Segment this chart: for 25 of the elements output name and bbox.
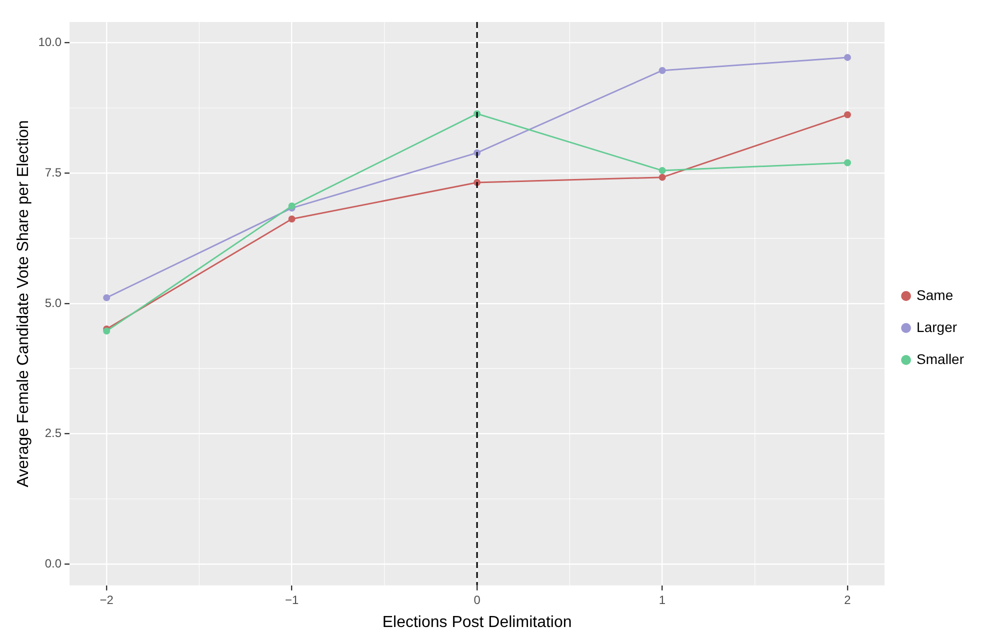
point	[844, 111, 851, 118]
legend-label: Smaller	[916, 350, 964, 367]
point	[844, 54, 851, 61]
point	[288, 202, 296, 210]
legend-label: Same	[916, 286, 954, 303]
x-tick-label: −2	[100, 592, 114, 607]
point	[658, 167, 666, 174]
point	[844, 159, 851, 166]
y-axis-title: Average Female Candidate Vote Share per Election	[15, 120, 32, 488]
y-tick-label: 2.5	[44, 426, 62, 440]
point	[658, 174, 666, 181]
y-tick-label: 10.0	[38, 35, 62, 50]
point	[103, 328, 110, 335]
x-tick-label: 2	[844, 592, 852, 607]
x-tick-label: 0	[474, 592, 481, 607]
point	[288, 216, 296, 223]
point	[658, 66, 666, 74]
x-axis-title: Elections Post Delimitation	[382, 614, 572, 631]
y-tick-label: 0.0	[44, 556, 62, 570]
y-tick-label: 7.5	[44, 165, 62, 180]
x-tick-label: 1	[658, 592, 666, 607]
y-tick-label: 5.0	[44, 296, 62, 310]
x-tick-label: −1	[284, 592, 299, 607]
legend-label: Larger	[916, 318, 958, 335]
point	[103, 294, 110, 302]
